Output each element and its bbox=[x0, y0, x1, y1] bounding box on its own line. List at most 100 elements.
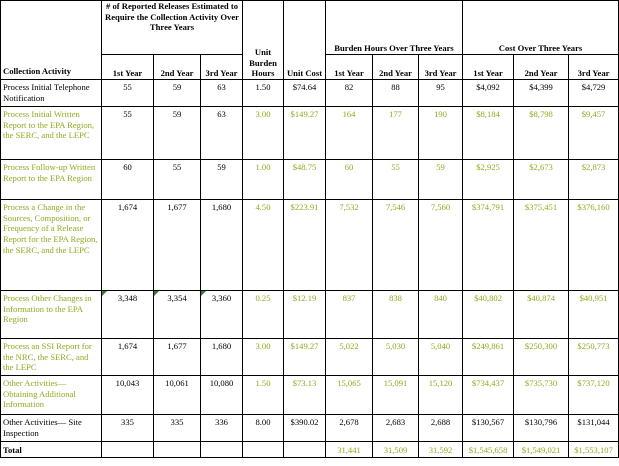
header-releases-group: # of Reported Releases Estimated to Requ… bbox=[100, 0, 244, 55]
releases-year3-cell: 63 bbox=[199, 79, 244, 107]
header-cost-year1: 1st Year bbox=[462, 54, 515, 80]
burden-year2-cell: 88 bbox=[372, 79, 420, 107]
empty-cell bbox=[101, 441, 154, 458]
burden-year3-cell: 5,040 bbox=[418, 338, 464, 376]
header-row-1: Collection Activity # of Reported Releas… bbox=[0, 0, 619, 80]
activity-cell: Process Initial Written Report to the EP… bbox=[0, 106, 102, 160]
unit-cost-cell: $149.27 bbox=[283, 106, 327, 160]
activity-cell: Process Other Changes in Information to … bbox=[0, 290, 102, 339]
releases-year1-cell: 1,674 bbox=[101, 199, 154, 291]
cost-year3-cell: $131,044 bbox=[568, 414, 619, 442]
burden-year2-cell: 55 bbox=[372, 159, 420, 200]
activity-cell: Process an SSI Report for the NRC, the S… bbox=[0, 338, 102, 376]
burden-year2-cell: 7,546 bbox=[372, 199, 420, 291]
unit-hours-cell: 1.50 bbox=[242, 375, 285, 415]
header-releases-year3: 3rd Year bbox=[199, 54, 244, 80]
empty-cell bbox=[242, 441, 285, 458]
cost-year2-cell: $130,796 bbox=[513, 414, 570, 442]
header-cost-year3: 3rd Year bbox=[568, 54, 619, 80]
burden-year2-cell: 15,091 bbox=[372, 375, 420, 415]
table-row: Process Other Changes in Information to … bbox=[0, 290, 619, 339]
table-row: Process Initial Written Report to the EP… bbox=[0, 106, 619, 160]
burden-year2-cell: 838 bbox=[372, 290, 420, 339]
unit-hours-cell: 1.00 bbox=[242, 159, 285, 200]
header-unit-cost: Unit Cost bbox=[283, 0, 327, 80]
releases-year2-cell: 335 bbox=[153, 414, 201, 442]
releases-year3-cell: 336 bbox=[199, 414, 244, 442]
header-unit-burden: Unit Burden Hours bbox=[242, 0, 285, 80]
burden-year1-cell: 7,532 bbox=[325, 199, 374, 291]
total-cost-year2-cell: $1,549,021 bbox=[513, 441, 570, 458]
table-row: Process an SSI Report for the NRC, the S… bbox=[0, 338, 619, 376]
burden-year3-cell: 2,688 bbox=[418, 414, 464, 442]
unit-hours-cell: 3.00 bbox=[242, 106, 285, 160]
activity-cell: Process Follow-up Written Report to the … bbox=[0, 159, 102, 200]
cost-year1-cell: $374,791 bbox=[462, 199, 515, 291]
burden-year2-cell: 2,683 bbox=[372, 414, 420, 442]
burden-year3-cell: 59 bbox=[418, 159, 464, 200]
empty-cell bbox=[283, 441, 327, 458]
releases-year3-cell: 3,360 bbox=[199, 290, 244, 339]
unit-cost-cell: $74.64 bbox=[283, 79, 327, 107]
total-label: Total bbox=[0, 441, 102, 458]
releases-year3-cell: 63 bbox=[199, 106, 244, 160]
releases-year2-cell: 55 bbox=[153, 159, 201, 200]
releases-year3-cell: 1,680 bbox=[199, 199, 244, 291]
activity-cell: Other Activities— Site Inspection bbox=[0, 414, 102, 442]
unit-hours-cell: 8.00 bbox=[242, 414, 285, 442]
table-row: Process a Change in the Sources, Composi… bbox=[0, 199, 619, 291]
header-burden-year2: 2nd Year bbox=[372, 54, 420, 80]
releases-year1-cell: 1,674 bbox=[101, 338, 154, 376]
table-row: Process Initial Telephone Notification 5… bbox=[0, 79, 619, 107]
cost-year2-cell: $375,451 bbox=[513, 199, 570, 291]
total-cost-year3-cell: $1,553,107 bbox=[568, 441, 619, 458]
releases-year2-cell: 1,677 bbox=[153, 338, 201, 376]
burden-year1-cell: 60 bbox=[325, 159, 374, 200]
burden-year3-cell: 7,560 bbox=[418, 199, 464, 291]
burden-year2-cell: 177 bbox=[372, 106, 420, 160]
releases-year3-cell: 10,080 bbox=[199, 375, 244, 415]
releases-year1-cell: 55 bbox=[101, 79, 154, 107]
releases-year2-cell: 1,677 bbox=[153, 199, 201, 291]
cost-year1-cell: $130,567 bbox=[462, 414, 515, 442]
cost-year3-cell: $250,773 bbox=[568, 338, 619, 376]
cost-year2-cell: $4,399 bbox=[513, 79, 570, 107]
cost-year1-cell: $8,184 bbox=[462, 106, 515, 160]
header-burden-group: Burden Hours Over Three Years bbox=[325, 0, 464, 55]
cost-year1-cell: $4,092 bbox=[462, 79, 515, 107]
header-releases-year1: 1st Year bbox=[101, 54, 154, 80]
burden-year1-cell: 164 bbox=[325, 106, 374, 160]
releases-year2-cell: 59 bbox=[153, 79, 201, 107]
cost-year1-cell: $249,861 bbox=[462, 338, 515, 376]
releases-year2-cell: 10,061 bbox=[153, 375, 201, 415]
unit-cost-cell: $149.27 bbox=[283, 338, 327, 376]
header-burden-year1: 1st Year bbox=[325, 54, 374, 80]
cost-year1-cell: $734,437 bbox=[462, 375, 515, 415]
header-cost-group: Cost Over Three Years bbox=[462, 0, 619, 55]
releases-year2-cell: 3,354 bbox=[153, 290, 201, 339]
cost-year2-cell: $250,300 bbox=[513, 338, 570, 376]
burden-year1-cell: 82 bbox=[325, 79, 374, 107]
releases-year1-cell: 335 bbox=[101, 414, 154, 442]
unit-hours-cell: 1.50 bbox=[242, 79, 285, 107]
releases-year3-cell: 59 bbox=[199, 159, 244, 200]
unit-hours-cell: 0.25 bbox=[242, 290, 285, 339]
activity-cell: Process Initial Telephone Notification bbox=[0, 79, 102, 107]
unit-cost-cell: $390.02 bbox=[283, 414, 327, 442]
total-row: Total 31,441 31,509 31,592 $1,545,658 $1… bbox=[0, 441, 619, 458]
burden-year1-cell: 5,022 bbox=[325, 338, 374, 376]
cost-year2-cell: $735,730 bbox=[513, 375, 570, 415]
header-releases-year2: 2nd Year bbox=[153, 54, 201, 80]
table-row: Other Activities— Obtaining Additional I… bbox=[0, 375, 619, 415]
cost-year3-cell: $2,873 bbox=[568, 159, 619, 200]
burden-year3-cell: 15,120 bbox=[418, 375, 464, 415]
unit-cost-cell: $48.75 bbox=[283, 159, 327, 200]
header-burden-year3: 3rd Year bbox=[418, 54, 464, 80]
cost-year1-cell: $40,802 bbox=[462, 290, 515, 339]
total-burden-year3-cell: 31,592 bbox=[418, 441, 464, 458]
burden-year2-cell: 5,030 bbox=[372, 338, 420, 376]
cost-year2-cell: $2,673 bbox=[513, 159, 570, 200]
header-collection-activity: Collection Activity bbox=[0, 0, 102, 80]
unit-cost-cell: $223.91 bbox=[283, 199, 327, 291]
